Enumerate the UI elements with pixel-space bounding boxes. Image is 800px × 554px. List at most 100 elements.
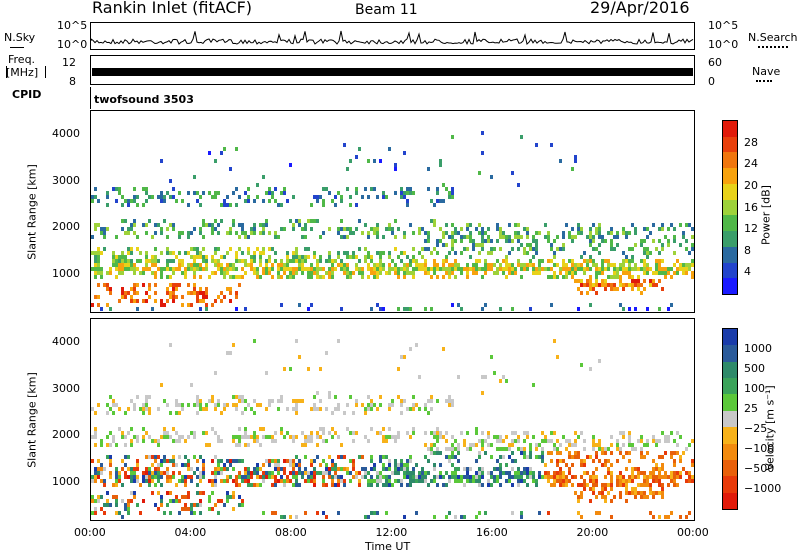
heatmap-cell [376,479,379,483]
heatmap-cell [526,475,529,479]
heatmap-cell [274,467,277,471]
heatmap-cell [532,435,535,439]
heatmap-cell [211,483,214,487]
heatmap-cell [244,467,247,471]
heatmap-cell [688,511,691,515]
velocity-colorbar-swatch [723,345,737,363]
heatmap-cell [238,283,241,287]
heatmap-cell [661,267,664,271]
heatmap-cell [94,295,97,299]
heatmap-cell [685,267,688,271]
heatmap-cell [205,443,208,447]
heatmap-cell [259,223,262,227]
heatmap-cell [511,459,514,463]
heatmap-cell [580,227,583,231]
heatmap-cell [319,255,322,259]
heatmap-cell [574,451,577,455]
heatmap-cell [91,195,94,199]
heatmap-cell [322,459,325,463]
heatmap-cell [643,279,646,283]
heatmap-cell [589,479,592,483]
heatmap-cell [301,227,304,231]
heatmap-cell [166,287,169,291]
heatmap-cell [472,443,475,447]
heatmap-cell [121,227,124,231]
heatmap-cell [454,267,457,271]
heatmap-cell [445,255,448,259]
heatmap-cell [283,267,286,271]
heatmap-cell [526,267,529,271]
heatmap-cell [403,467,406,471]
heatmap-cell [430,267,433,271]
heatmap-cell [418,231,421,235]
heatmap-cell [658,479,661,483]
heatmap-cell [397,471,400,475]
heatmap-cell [280,431,283,435]
heatmap-cell [313,251,316,255]
heatmap-cell [520,263,523,267]
heatmap-cell [571,235,574,239]
heatmap-cell [259,251,262,255]
heatmap-cell [253,271,256,275]
heatmap-cell [541,451,544,455]
heatmap-cell [523,467,526,471]
heatmap-cell [514,431,517,435]
heatmap-cell [196,263,199,267]
heatmap-cell [598,243,601,247]
heatmap-cell [334,259,337,263]
heatmap-cell [160,275,163,279]
heatmap-cell [199,399,202,403]
heatmap-cell [133,467,136,471]
heatmap-cell [145,455,148,459]
heatmap-cell [256,403,259,407]
heatmap-cell [115,479,118,483]
heatmap-cell [640,455,643,459]
heatmap-cell [373,187,376,191]
heatmap-cell [184,483,187,487]
heatmap-cell [205,267,208,271]
heatmap-cell [457,447,460,451]
heatmap-cell [208,151,211,155]
heatmap-cell [307,367,310,371]
heatmap-cell [457,451,460,455]
heatmap-cell [271,263,274,267]
heatmap-cell [580,483,583,487]
heatmap-cell [301,267,304,271]
heatmap-cell [583,459,586,463]
heatmap-cell [661,487,664,491]
heatmap-cell [454,455,457,459]
heatmap-cell [511,431,514,435]
heatmap-cell [175,439,178,443]
heatmap-cell [571,443,574,447]
heatmap-cell [100,275,103,279]
heatmap-cell [571,271,574,275]
heatmap-cell [382,263,385,267]
heatmap-cell [508,235,511,239]
heatmap-cell [391,399,394,403]
heatmap-cell [358,219,361,223]
heatmap-cell [529,475,532,479]
heatmap-cell [91,435,94,439]
heatmap-cell [175,199,178,203]
heatmap-cell [595,455,598,459]
heatmap-cell [292,195,295,199]
heatmap-cell [130,223,133,227]
heatmap-cell [124,231,127,235]
heatmap-cell [229,275,232,279]
heatmap-cell [373,159,376,163]
heatmap-cell [529,471,532,475]
radar-title: Rankin Inlet (fitACF) [92,0,253,17]
heatmap-cell [550,439,553,443]
heatmap-cell [640,439,643,443]
heatmap-cell [157,223,160,227]
heatmap-cell [289,163,292,167]
heatmap-cell [172,291,175,295]
heatmap-cell [349,271,352,275]
heatmap-cell [631,223,634,227]
heatmap-cell [409,259,412,263]
power-colorbar-swatch [723,278,737,294]
heatmap-cell [226,203,229,207]
heatmap-cell [610,263,613,267]
heatmap-cell [364,247,367,251]
heatmap-cell [568,443,571,447]
